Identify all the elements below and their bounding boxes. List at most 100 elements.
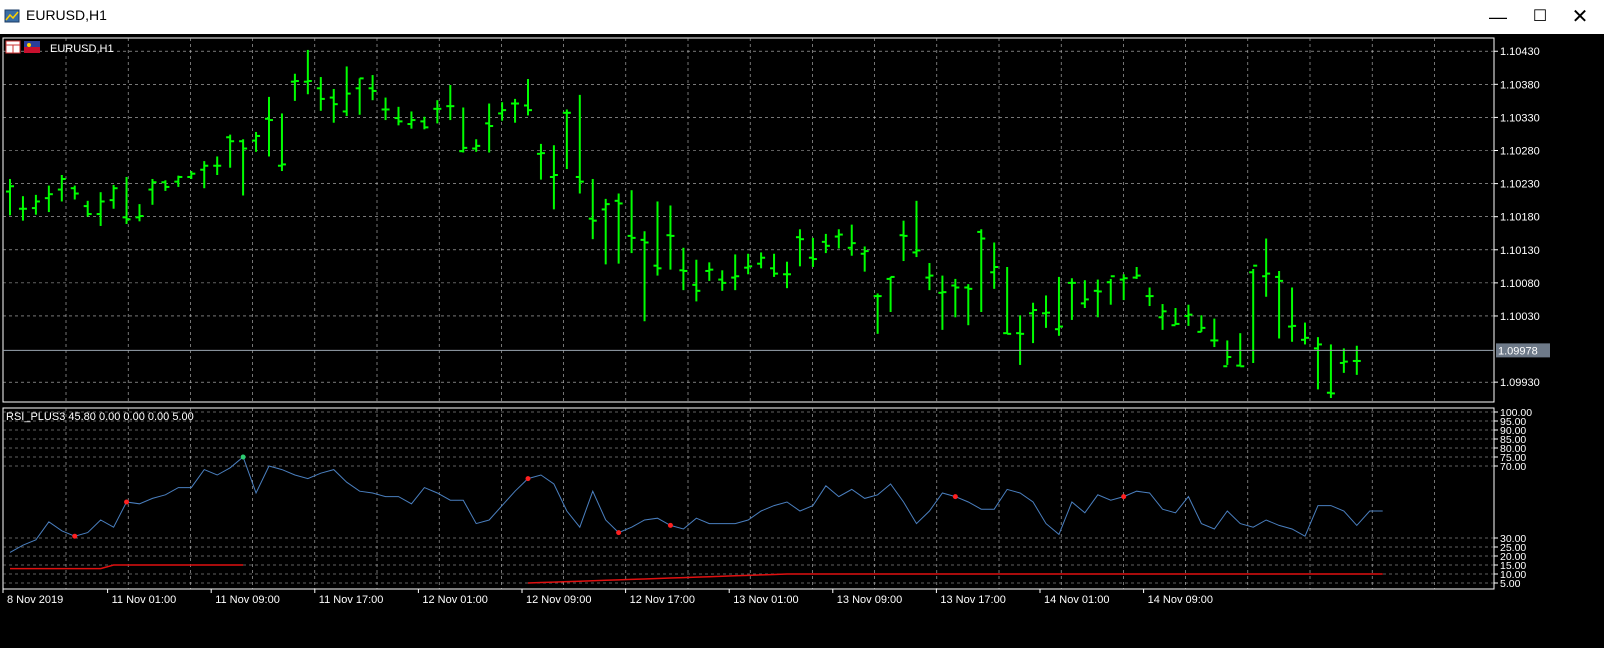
ohlc-bar [821, 233, 830, 254]
ohlc-bar [342, 66, 351, 117]
ohlc-bar [83, 200, 92, 217]
rsi-tick-label: 70.00 [1500, 461, 1526, 473]
x-tick-label: 14 Nov 01:00 [1044, 594, 1109, 606]
x-tick-label: 14 Nov 09:00 [1148, 594, 1213, 606]
rsi-tick-label: 85.00 [1500, 434, 1526, 446]
rsi-low-marker [952, 494, 958, 500]
rsi-tick-label: 20.00 [1500, 551, 1526, 563]
x-tick-label: 8 Nov 2019 [7, 594, 63, 606]
ohlc-bar [485, 103, 494, 153]
ohlc-bar [329, 88, 338, 123]
ohlc-bar [1275, 270, 1284, 339]
chart-template-icon[interactable] [5, 40, 21, 54]
ohlc-bar [6, 178, 14, 216]
price-tick-label: 1.09930 [1500, 377, 1540, 389]
x-tick-label: 11 Nov 09:00 [215, 594, 280, 606]
current-price-label: 1.09978 [1498, 345, 1538, 357]
ohlc-bar [847, 224, 856, 256]
rsi-line [9, 456, 1383, 553]
symbol-flag-icon[interactable] [24, 41, 40, 53]
price-tick-label: 1.10380 [1500, 79, 1540, 91]
ohlc-bar [614, 193, 623, 264]
price-tick-label: 1.10030 [1500, 311, 1540, 323]
ohlc-bar [1054, 276, 1063, 336]
rsi-tick-label: 25.00 [1500, 542, 1526, 554]
rsi-tick-label: 5.00 [1500, 578, 1521, 590]
ohlc-bar [601, 198, 610, 265]
ohlc-bar [394, 106, 403, 126]
ohlc-bar [912, 200, 921, 258]
ohlc-bar [860, 246, 869, 272]
price-bars [3, 49, 1494, 399]
ohlc-bar [718, 270, 727, 291]
rsi-high-marker [240, 454, 246, 460]
ohlc-bar [1171, 308, 1180, 327]
rsi-title: RSI_PLUS3 45.80 0.00 0.00 0.00 5.00 [6, 411, 194, 423]
x-tick-label: 11 Nov 01:00 [112, 594, 177, 606]
ohlc-bar [886, 275, 895, 312]
ohlc-bar [1262, 238, 1271, 297]
rsi-panel-frame [2, 407, 1495, 590]
ohlc-bar [562, 109, 571, 170]
axes: 1.10430 1.10380 1.10330 1.10280 1.10230 1.101… [2, 46, 1550, 606]
ohlc-bar [1080, 280, 1089, 309]
ohlc-bar [783, 261, 791, 289]
ohlc-bar [135, 204, 144, 222]
ohlc-bar [1210, 318, 1219, 348]
ohlc-bar [148, 178, 157, 205]
ohlc-bar [977, 229, 986, 312]
ohlc-bar [731, 254, 740, 291]
rsi-tick-label: 90.00 [1500, 425, 1526, 437]
ohlc-bar [1301, 322, 1309, 345]
ohlc-bar [795, 229, 804, 267]
ohlc-bar [109, 184, 118, 209]
close-button[interactable]: ✕ [1571, 6, 1589, 28]
ohlc-bar [57, 174, 66, 202]
ohlc-bar [381, 97, 390, 121]
ohlc-bar [679, 247, 688, 291]
x-tick-label: 12 Nov 01:00 [422, 594, 487, 606]
x-tick-label: 11 Nov 17:00 [319, 594, 384, 606]
chart-canvas[interactable]: RSI_PLUS3 45.80 0.00 0.00 0.00 5.00 1.10… [0, 34, 1604, 648]
signal-line [10, 564, 244, 570]
ohlc-bar [627, 190, 636, 254]
rsi-low-marker [616, 530, 622, 536]
ohlc-bar [1003, 266, 1012, 335]
ohlc-bar [1184, 304, 1193, 326]
rsi-tick-label: 10.00 [1500, 569, 1526, 581]
ohlc-bar [640, 231, 649, 322]
ohlc-bar [420, 116, 429, 130]
ohlc-bar [96, 192, 105, 226]
ohlc-bar [1288, 287, 1297, 342]
chart-window[interactable]: RSI_PLUS3 45.80 0.00 0.00 0.00 5.00 1.10… [0, 34, 1604, 648]
x-tick-label: 13 Nov 09:00 [837, 594, 902, 606]
maximize-button[interactable]: ☐ [1532, 8, 1548, 25]
rsi-low-marker [1121, 494, 1127, 500]
ohlc-bar [355, 77, 364, 115]
ohlc-bar [70, 185, 79, 200]
ohlc-bar [174, 175, 183, 187]
x-tick-label: 13 Nov 17:00 [940, 594, 1005, 606]
ohlc-bar [744, 253, 753, 275]
ohlc-bar [692, 259, 701, 302]
ohlc-bar [524, 79, 532, 116]
ohlc-bar [1029, 302, 1038, 344]
ohlc-bar [1132, 266, 1141, 279]
ohlc-bar [44, 185, 53, 213]
ohlc-bar [705, 262, 714, 281]
ohlc-bar [1093, 279, 1102, 318]
minimize-button[interactable]: — [1489, 7, 1507, 27]
ohlc-bar [1158, 304, 1167, 330]
price-tick-label: 1.10230 [1500, 179, 1540, 191]
ohlc-bar [368, 75, 377, 101]
ohlc-bar [1313, 337, 1322, 390]
rsi-low-marker [667, 522, 673, 528]
ohlc-bar [1145, 287, 1154, 307]
ohlc-bar [213, 156, 222, 175]
main-panel-frame [2, 37, 1495, 403]
ohlc-bar [770, 253, 779, 277]
ohlc-bar [316, 77, 325, 111]
chart-header: EURUSD,H1 [5, 40, 114, 55]
rsi-tick-label: 30.00 [1500, 533, 1526, 545]
ohlc-bar [990, 242, 999, 289]
